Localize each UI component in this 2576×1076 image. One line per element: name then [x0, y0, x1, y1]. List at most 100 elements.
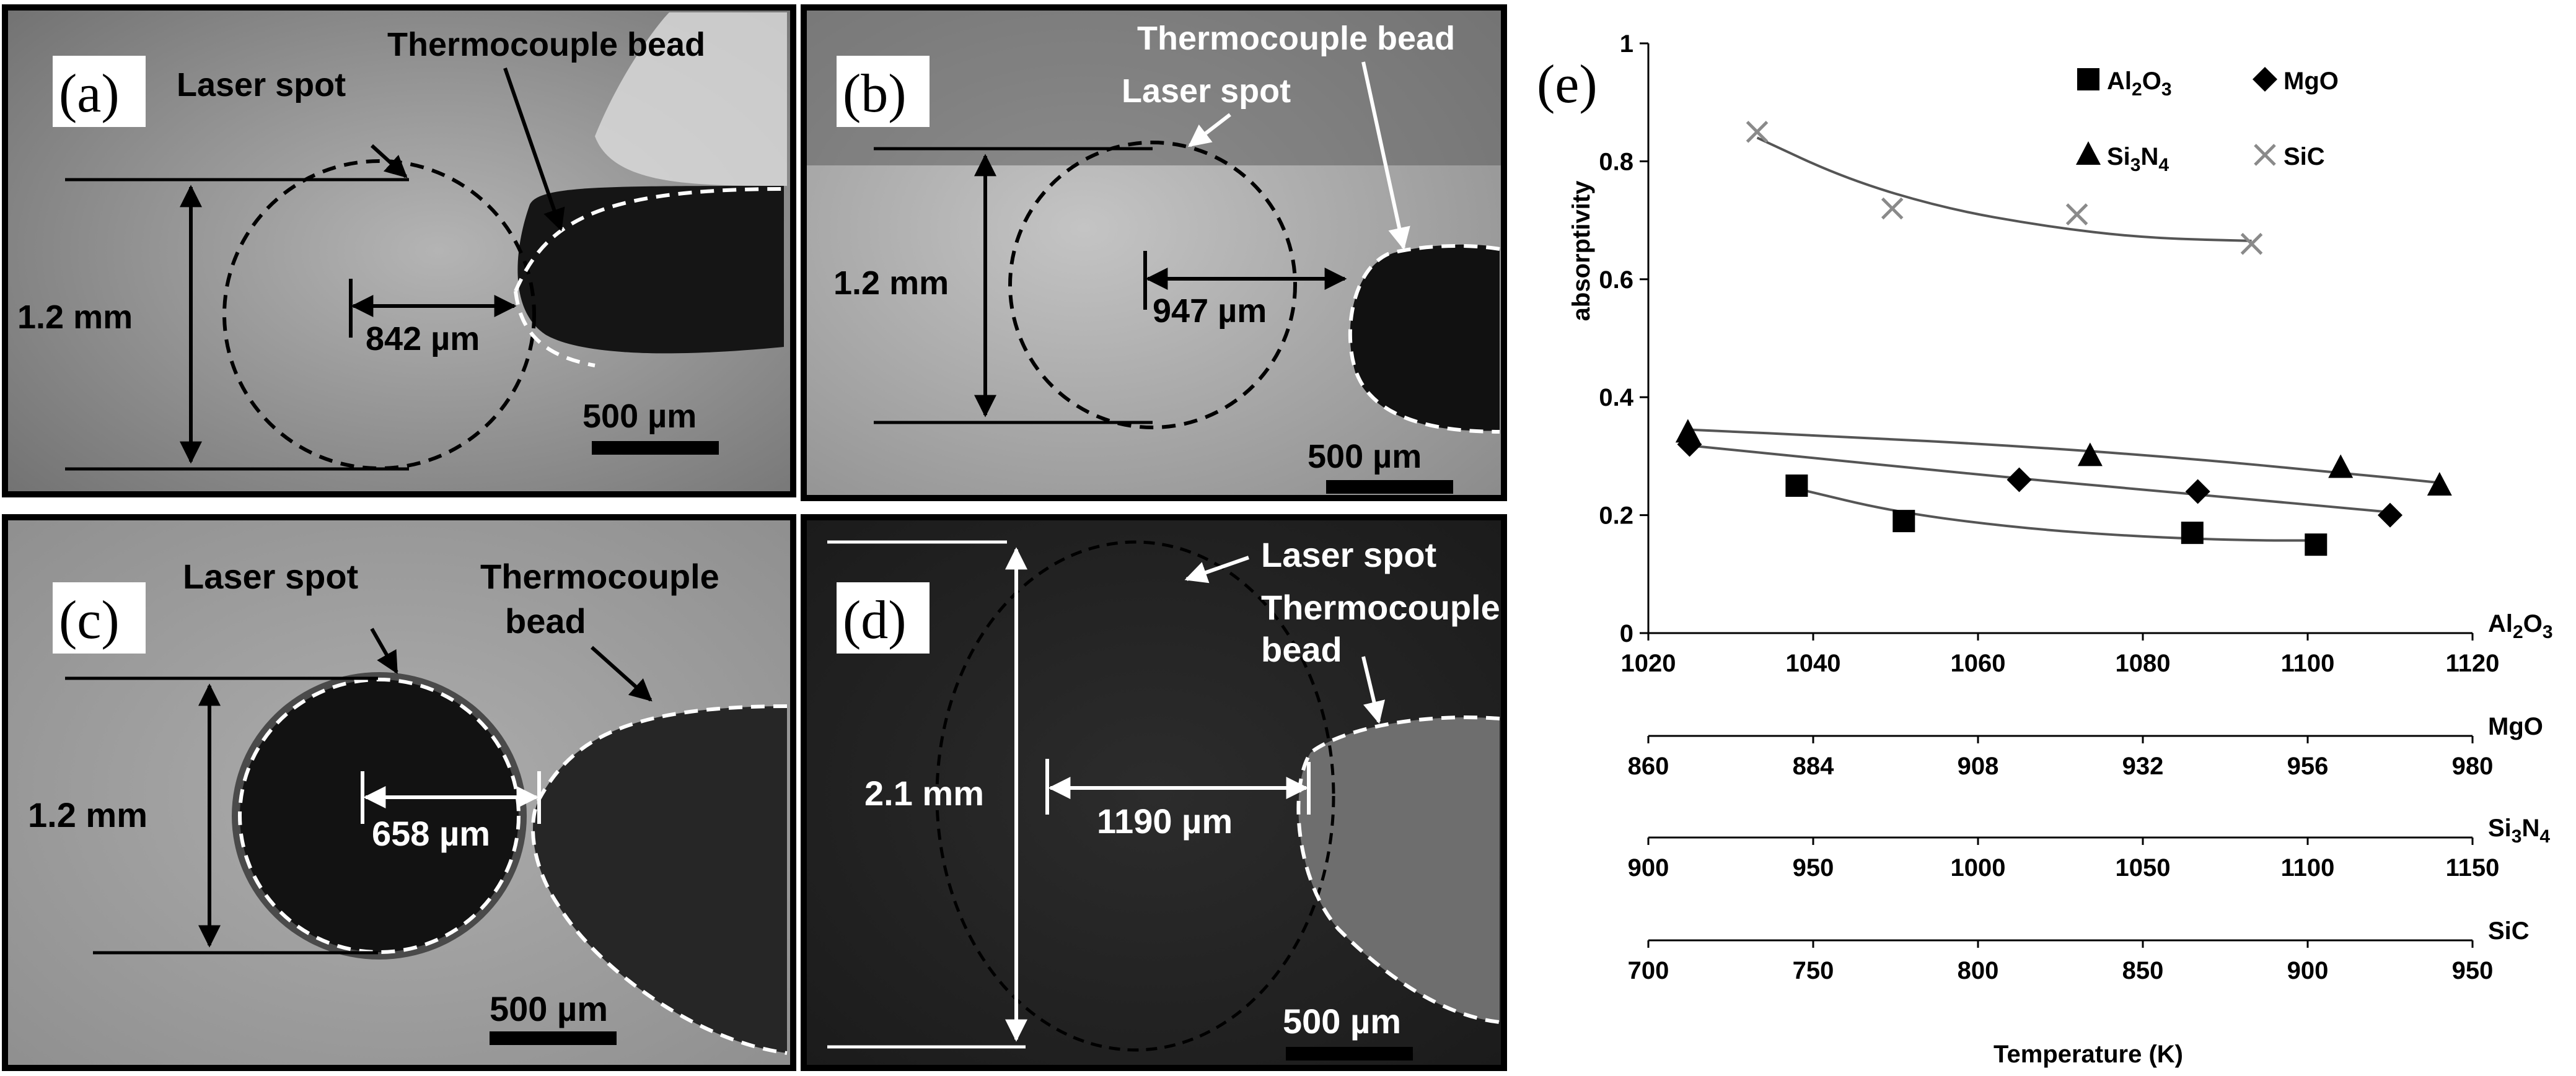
panel-c-letter: (c) [59, 590, 120, 650]
panel-b-laser-label: Laser spot [1122, 72, 1291, 110]
panel-b-scale-label: 500 µm [1308, 438, 1422, 475]
x-axis-name: MgO [2488, 713, 2543, 740]
legend: Al2O3 MgO Si3N4 SiC [2076, 67, 2339, 175]
panel-d-bead-outline [1296, 715, 1500, 1024]
data-point-SiC [2240, 232, 2263, 255]
panel-d-distance-label: 1190 µm [1097, 802, 1233, 841]
x-tick-label: 1020 [1621, 650, 1676, 677]
legend-label-Al2O3: Al2O3 [2107, 68, 2172, 100]
panel-d-letter: (d) [843, 590, 907, 650]
panel-a-laser-spot-outline [222, 159, 536, 470]
panel-b-diameter-label: 1.2 mm [833, 265, 949, 302]
data-point-Al2O3 [2181, 522, 2204, 545]
panel-d-bead-pointer [1361, 656, 1386, 724]
panel-a-bead-label: Thermocouple bead [387, 26, 705, 63]
x-tick-label: 860 [1628, 753, 1669, 780]
panel-d-scale-bar [1286, 1047, 1413, 1061]
y-tick-label: 0.8 [1599, 148, 1633, 175]
legend-label-SiC: SiC [2284, 143, 2325, 170]
panel-c-distance-label: 658 µm [372, 814, 490, 853]
cross-stroke [2240, 232, 2263, 255]
panel-a-bead-region [517, 186, 784, 354]
panel-a-laser-pointer [370, 144, 408, 178]
panel-e-chart: (e) 00.20.40.60.81 1020 1040 1060 1080 1100 1… [1537, 30, 2553, 1068]
panel-d-laser-label: Laser spot [1261, 535, 1436, 574]
panel-a-scale-bar [592, 441, 719, 455]
panel-a-bead-outline-lower [514, 291, 596, 367]
cross-stroke [2254, 144, 2276, 166]
x-tick-label: 1000 [1951, 854, 2006, 881]
data-point-MgO [2378, 502, 2402, 528]
x-tick-label: 1080 [2116, 650, 2171, 677]
panel-b-bead-outline [1348, 243, 1500, 434]
fit-curve-SiC [1756, 136, 2252, 242]
panel-c-laser-spot-outline [238, 678, 521, 954]
panel-b-distance-label: 947 µm [1153, 292, 1267, 330]
panel-c-diameter-label: 1.2 mm [28, 795, 147, 834]
panel-d-laser-spot-outline [935, 540, 1335, 1052]
x-tick-label: 950 [2452, 957, 2494, 984]
panel-c-bead-outline [531, 704, 788, 1055]
data-point-SiC [2065, 203, 2088, 225]
x-tick-label: 980 [2452, 753, 2494, 780]
panel-c-laser-label: Laser spot [183, 557, 358, 596]
panel-c-bead-region [533, 706, 787, 1053]
cross-stroke [1881, 197, 1904, 220]
panel-a-letter: (a) [59, 64, 120, 124]
x-tick-label: 900 [2287, 957, 2329, 984]
panel-b-bead-label: Thermocouple bead [1137, 20, 1455, 57]
x-tick-label: 932 [2122, 753, 2164, 780]
panel-a-laser-label: Laser spot [177, 66, 346, 103]
cross-stroke [2065, 203, 2088, 225]
panel-a-distance-label: 842 µm [366, 320, 480, 357]
data-point-Al2O3 [1785, 475, 1808, 497]
x-tick-label: 884 [1793, 753, 1834, 780]
panel-b-scale-bar [1326, 480, 1453, 494]
panel-c-bead-label-2: bead [505, 601, 586, 641]
y-axis-label: absorptivity [1568, 180, 1595, 321]
panel-c-scale-bar [490, 1031, 617, 1045]
panel-a-bead-glare [595, 12, 787, 186]
x-tick-label: 700 [1628, 957, 1669, 984]
panel-a: (a) Laser spot Thermocouple bead 1.2 mm … [2, 4, 796, 497]
x-tick-label: 1060 [1951, 650, 2006, 677]
panel-a-scale-label: 500 µm [582, 398, 697, 435]
data-point-Si3N4 [2077, 442, 2103, 466]
panel-a-diameter-label: 1.2 mm [17, 299, 133, 336]
x-tick-label: 850 [2122, 957, 2164, 984]
legend-marker-Si3N4 [2076, 141, 2101, 165]
panel-a-bead-outline [514, 187, 785, 292]
fit-curve-Al2O3 [1796, 487, 2316, 542]
y-tick-label: 0.6 [1599, 266, 1633, 294]
x-tick-label: 1100 [2281, 650, 2335, 677]
panel-c: (c) Laser spot Thermocouple bead 1.2 mm … [2, 514, 796, 1071]
legend-marker-MgO [2253, 67, 2277, 92]
panel-d: (d) Laser spot Thermocouple bead 2.1 mm … [801, 514, 1507, 1071]
panel-c-laser-pointer [370, 628, 398, 675]
data-point-SiC [1746, 121, 1769, 143]
panel-d-bead-region [1298, 717, 1500, 1022]
x-axis-label: Temperature (K) [1994, 1041, 2183, 1068]
x-axes: 1020 1040 1060 1080 1100 1120 Al2O3 860 884 908 93… [1621, 610, 2553, 984]
x-tick-label: 800 [1958, 957, 1999, 984]
panel-c-scale-label: 500 µm [490, 989, 608, 1028]
x-tick-label: 750 [1793, 957, 1834, 984]
panel-b-bead-region [1350, 244, 1500, 431]
data-point-Al2O3 [1892, 510, 1915, 533]
data-points [1675, 121, 2452, 556]
x-tick-label: 956 [2287, 753, 2329, 780]
panel-b-bead-pointer [1361, 61, 1410, 250]
panel-d-laser-pointer [1184, 556, 1249, 584]
x-axis-name: SiC [2488, 917, 2530, 945]
panel-d-scale-label: 500 µm [1283, 1002, 1401, 1041]
y-tick-label: 1 [1620, 30, 1633, 58]
data-point-Si3N4 [2328, 454, 2354, 478]
data-point-Si3N4 [1675, 419, 1700, 443]
x-tick-label: 1040 [1786, 650, 1841, 677]
x-tick-label: 1150 [2446, 854, 2500, 881]
panel-d-bead-label-2: bead [1261, 630, 1342, 669]
panel-e-letter: (e) [1537, 55, 1598, 115]
x-axis-name: Si3N4 [2488, 815, 2550, 847]
panel-c-laser-spot [240, 680, 519, 952]
